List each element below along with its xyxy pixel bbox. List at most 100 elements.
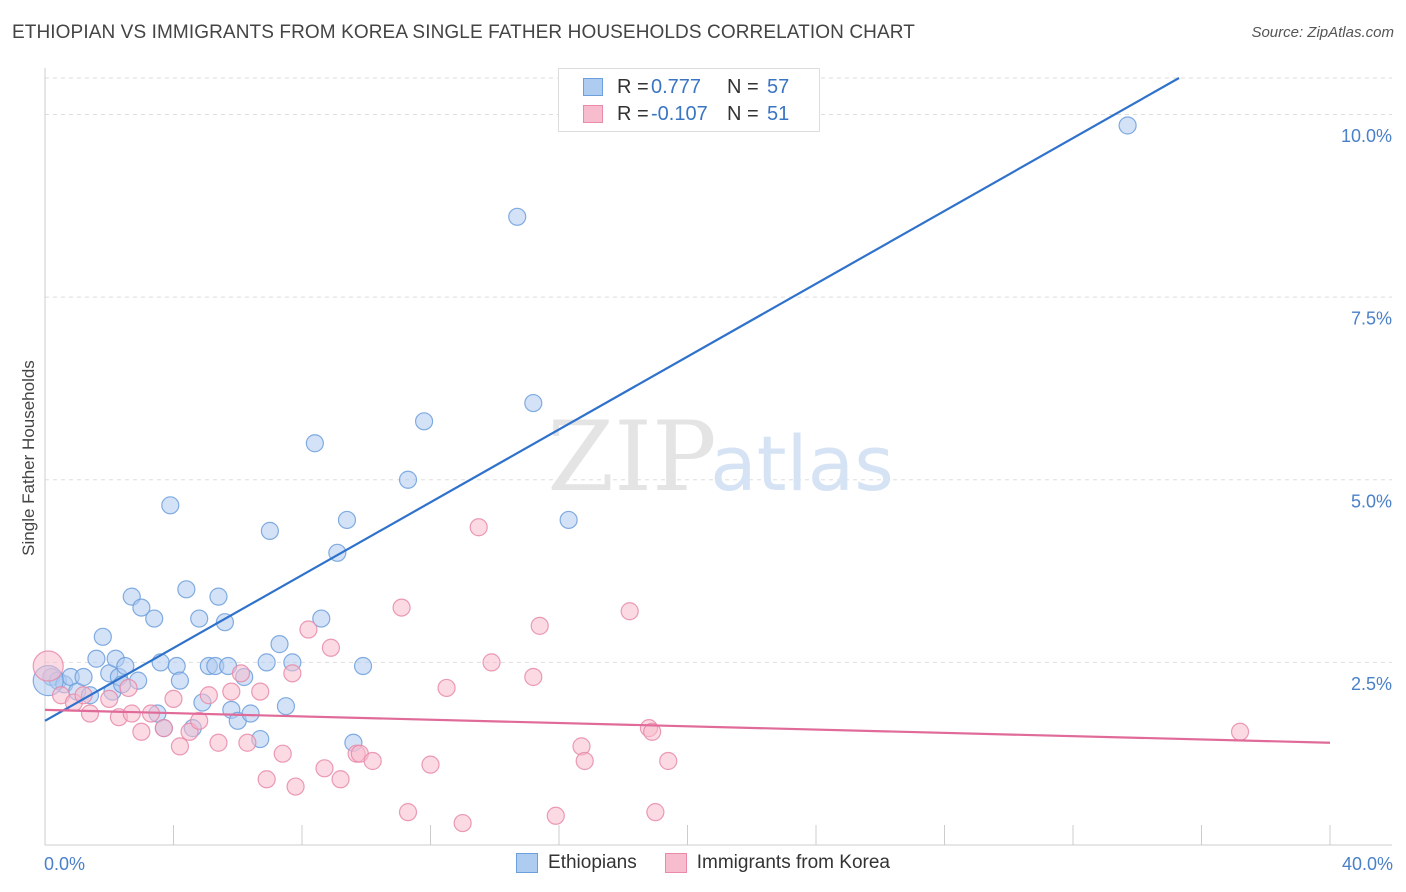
ethiopian-point — [559, 510, 578, 530]
source-label: Source: ZipAtlas.com — [1251, 24, 1394, 41]
korea-point — [190, 711, 209, 730]
korea-point — [620, 602, 639, 621]
legend-label: Ethiopians — [548, 852, 637, 873]
y-axis-label: Single Father Households — [19, 360, 38, 556]
korea-point — [321, 638, 341, 657]
trend-line-ethiopians — [44, 77, 1180, 722]
ethiopian-point — [260, 521, 279, 540]
ethiopian-point — [508, 207, 527, 226]
blue-swatch-icon — [516, 853, 539, 873]
korea-point — [199, 686, 218, 705]
ethiopian-point — [398, 470, 418, 489]
korea-point — [469, 518, 488, 537]
r-label: R = — [617, 75, 649, 98]
series-ethiopians — [32, 116, 1137, 752]
ethiopian-point — [177, 580, 196, 599]
ethiopian-point — [414, 412, 434, 431]
n-value: 57 — [767, 75, 790, 98]
x-tick-label: 40.0% — [1342, 854, 1393, 874]
korea-point — [299, 620, 318, 639]
korea-point — [643, 722, 662, 741]
ethiopian-point — [132, 598, 151, 617]
korea-point — [546, 806, 565, 825]
korea-point — [421, 755, 440, 774]
korea-point — [286, 777, 305, 796]
korea-point — [251, 682, 270, 701]
korea-point — [437, 678, 456, 698]
series-korea — [32, 518, 1250, 833]
ethiopian-point — [170, 671, 190, 690]
y-tick-label: 2.5% — [1351, 674, 1392, 694]
ethiopian-point — [190, 609, 209, 628]
korea-point — [392, 598, 411, 617]
ethiopian-point — [161, 496, 180, 515]
korea-point — [32, 650, 64, 682]
ethiopian-point — [215, 613, 234, 632]
ethiopian-point — [1118, 116, 1137, 135]
legend-item-ethiopians[interactable]: Ethiopians — [516, 852, 637, 874]
n-label: N = — [727, 75, 759, 98]
y-tick-label: 10.0% — [1341, 126, 1392, 146]
blue-swatch-icon — [583, 78, 603, 96]
korea-point — [1230, 722, 1250, 741]
ethiopian-point — [93, 627, 112, 646]
r-value: 0.777 — [651, 75, 702, 98]
n-value: 51 — [767, 102, 790, 125]
label-layer: 2.5% 5.0% 7.5% 10.0% 0.0% 40.0% Single Father … — [19, 126, 1393, 874]
korea-point — [122, 704, 141, 723]
ethiopian-point — [353, 656, 373, 676]
points-layer — [32, 116, 1250, 833]
ethiopian-point — [241, 704, 260, 723]
korea-point — [80, 704, 100, 723]
y-tick-label: 5.0% — [1351, 491, 1392, 511]
trend-layer — [44, 77, 1331, 744]
legend-row-korea: R = -0.107 N = 51 — [583, 102, 789, 126]
korea-point — [659, 751, 678, 771]
korea-point — [315, 759, 334, 778]
korea-point — [170, 737, 190, 756]
ethiopian-point — [257, 653, 276, 672]
ethiopian-point — [145, 609, 164, 628]
korea-point — [164, 689, 183, 709]
pink-swatch-icon — [583, 105, 603, 123]
y-tick-label: 7.5% — [1351, 309, 1392, 329]
trend-line-korea — [44, 708, 1331, 744]
korea-point — [132, 722, 151, 741]
ethiopian-point — [337, 510, 357, 530]
korea-point — [119, 678, 138, 698]
pink-swatch-icon — [664, 853, 687, 873]
legend-label: Immigrants from Korea — [696, 852, 890, 873]
korea-point — [100, 689, 119, 709]
korea-point — [530, 616, 549, 635]
korea-point — [575, 751, 594, 771]
ethiopian-point — [87, 649, 106, 668]
ethiopian-point — [276, 697, 296, 716]
chart-title: ETHIOPIAN VS IMMIGRANTS FROM KOREA SINGL… — [12, 22, 915, 43]
ethiopian-point — [74, 667, 93, 687]
legend-row-ethiopians: R = 0.777 N = 57 — [583, 75, 789, 99]
korea-point — [398, 803, 418, 822]
watermark: ZIP atlas — [547, 401, 893, 513]
korea-point — [363, 751, 382, 771]
n-label: N = — [727, 102, 759, 125]
ethiopian-point — [312, 609, 331, 628]
correlation-legend: R = 0.777 N = 57 R = -0.107 N = 51 — [558, 68, 820, 132]
ethiopian-point — [524, 393, 543, 413]
korea-point — [222, 682, 241, 701]
series-legend: Ethiopians Immigrants from Korea — [0, 852, 1406, 874]
korea-point — [453, 813, 472, 833]
korea-point — [283, 664, 302, 683]
legend-item-korea[interactable]: Immigrants from Korea — [664, 852, 890, 874]
ethiopian-point — [270, 635, 289, 654]
r-value: -0.107 — [651, 102, 708, 125]
korea-point — [231, 664, 251, 683]
korea-point — [273, 744, 292, 763]
axis-layer — [44, 68, 1392, 846]
korea-point — [331, 770, 350, 789]
ethiopian-point — [305, 434, 324, 453]
watermark-atlas: atlas — [710, 419, 894, 508]
korea-point — [646, 803, 665, 822]
korea-point — [524, 667, 543, 687]
korea-point — [154, 719, 173, 738]
